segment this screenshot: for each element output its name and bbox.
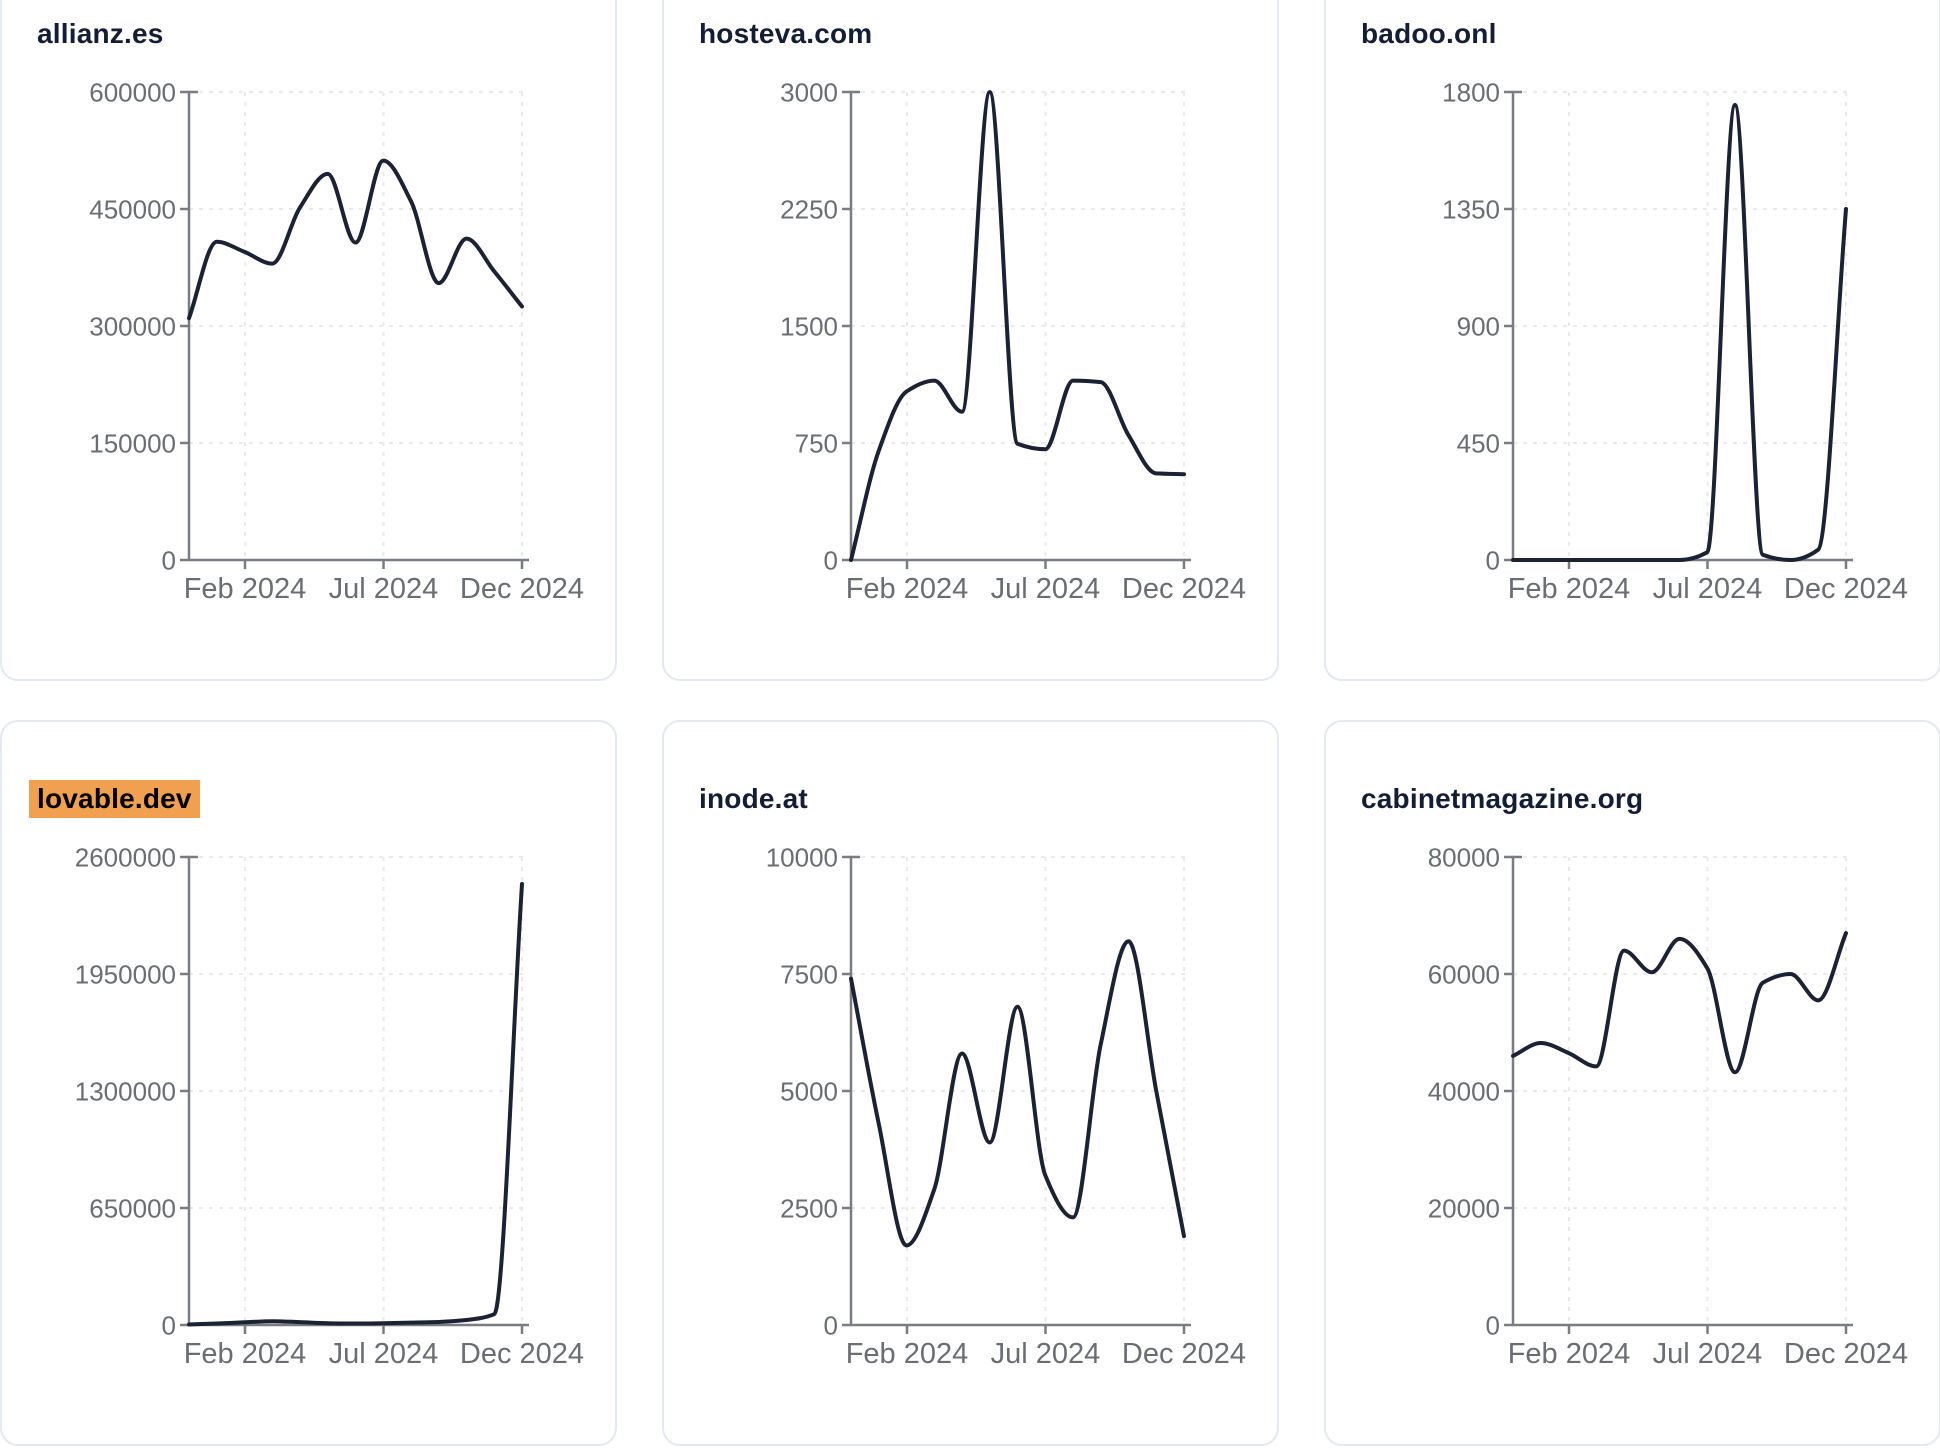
y-tick-label: 600000 — [89, 77, 176, 107]
card-title-row: cabinetmagazine.org — [1361, 778, 1915, 820]
y-tick-label: 1500 — [780, 311, 838, 341]
y-tick-label: 60000 — [1428, 959, 1500, 989]
chart-title: allianz.es — [37, 18, 164, 49]
x-tick-label: Feb 2024 — [184, 573, 307, 605]
y-tick-label: 650000 — [89, 1193, 176, 1223]
card-title-row: badoo.onl — [1361, 13, 1915, 55]
trend-line — [187, 158, 524, 321]
x-tick-label: Feb 2024 — [846, 1338, 969, 1370]
line-chart-svg: 0 20000 40000 60000 80000 Feb 2024 Jul 2024 Dec… — [1428, 842, 1908, 1370]
y-tick-label: 0 — [1486, 1310, 1500, 1340]
line-chart-canvas: 0 750 1500 2250 3000 Feb 2024 Jul 2024 Dec 2024 — [664, 68, 1277, 653]
x-tick-label: Dec 2024 — [1784, 1338, 1908, 1370]
y-tick-label: 0 — [1486, 545, 1500, 575]
chart-card-allianz-es[interactable]: allianz.es 0 150000 300000 450000 600000 Feb … — [0, 0, 617, 681]
chart-card-hosteva-com[interactable]: hosteva.com 0 750 1500 2250 3000 Feb 2024 Jul … — [662, 0, 1279, 681]
y-tick-label: 0 — [824, 545, 838, 575]
x-tick-label: Jul 2024 — [1653, 1338, 1763, 1370]
trend-line — [1511, 103, 1848, 562]
x-tick-label: Dec 2024 — [1784, 573, 1908, 605]
line-chart-svg: 0 650000 1300000 1950000 2600000 Feb 2024 Jul … — [75, 842, 584, 1370]
x-tick-label: Jul 2024 — [329, 573, 439, 605]
y-tick-label: 1350 — [1442, 194, 1500, 224]
x-tick-label: Jul 2024 — [329, 1338, 439, 1370]
card-title-row: inode.at — [699, 778, 1253, 820]
x-tick-label: Jul 2024 — [991, 1338, 1101, 1370]
line-chart-svg: 0 2500 5000 7500 10000 Feb 2024 Jul 2024 Dec 20… — [766, 842, 1246, 1370]
x-tick-label: Dec 2024 — [1122, 1338, 1246, 1370]
x-tick-label: Jul 2024 — [1653, 573, 1763, 605]
line-chart-canvas: 0 2500 5000 7500 10000 Feb 2024 Jul 2024 Dec 20… — [664, 833, 1277, 1418]
y-tick-label: 450 — [1457, 428, 1500, 458]
line-chart-canvas: 0 150000 300000 450000 600000 Feb 2024 Jul 202… — [2, 68, 615, 653]
trend-line — [1511, 931, 1848, 1075]
y-tick-label: 1800 — [1442, 77, 1500, 107]
chart-card-inode-at[interactable]: inode.at 0 2500 5000 7500 10000 Feb 2024 Jul 2… — [662, 720, 1279, 1446]
y-tick-label: 5000 — [780, 1076, 838, 1106]
y-tick-label: 7500 — [780, 959, 838, 989]
x-tick-label: Dec 2024 — [460, 573, 584, 605]
chart-title: inode.at — [699, 783, 808, 814]
card-title-row: hosteva.com — [699, 13, 1253, 55]
y-tick-label: 3000 — [780, 77, 838, 107]
x-tick-label: Feb 2024 — [1508, 573, 1631, 605]
y-tick-label: 10000 — [766, 842, 838, 872]
x-tick-label: Dec 2024 — [1122, 573, 1246, 605]
line-chart-svg: 0 750 1500 2250 3000 Feb 2024 Jul 2024 Dec 2024 — [780, 77, 1246, 605]
card-title-row: lovable.dev — [29, 778, 591, 820]
chart-card-lovable-dev[interactable]: lovable.dev 0 650000 1300000 1950000 2600000… — [0, 720, 617, 1446]
y-tick-label: 0 — [162, 1310, 176, 1340]
y-tick-label: 150000 — [89, 428, 176, 458]
x-tick-label: Feb 2024 — [846, 573, 969, 605]
y-tick-label: 750 — [795, 428, 838, 458]
chart-card-badoo-onl[interactable]: badoo.onl 0 450 900 1350 1800 Feb 2024 Jul 202… — [1324, 0, 1940, 681]
y-tick-label: 40000 — [1428, 1076, 1500, 1106]
line-chart-canvas: 0 450 900 1350 1800 Feb 2024 Jul 2024 Dec 2024 — [1326, 68, 1939, 653]
y-tick-label: 450000 — [89, 194, 176, 224]
y-tick-label: 900 — [1457, 311, 1500, 341]
line-chart-canvas: 0 650000 1300000 1950000 2600000 Feb 2024 Jul … — [2, 833, 615, 1418]
card-title-row: allianz.es — [37, 13, 591, 55]
x-tick-label: Feb 2024 — [1508, 1338, 1631, 1370]
line-chart-canvas: 0 20000 40000 60000 80000 Feb 2024 Jul 2024 Dec… — [1326, 833, 1939, 1418]
y-tick-label: 20000 — [1428, 1193, 1500, 1223]
chart-title: hosteva.com — [699, 18, 873, 49]
y-tick-label: 0 — [824, 1310, 838, 1340]
x-tick-label: Dec 2024 — [460, 1338, 584, 1370]
y-tick-label: 0 — [162, 545, 176, 575]
y-tick-label: 1300000 — [75, 1076, 176, 1106]
chart-title-highlighted: lovable.dev — [29, 780, 200, 818]
y-tick-label: 2600000 — [75, 842, 176, 872]
line-chart-svg: 0 450 900 1350 1800 Feb 2024 Jul 2024 Dec 2024 — [1442, 77, 1908, 605]
y-tick-label: 1950000 — [75, 959, 176, 989]
chart-card-cabinetmagazine-org[interactable]: cabinetmagazine.org 0 20000 40000 60000 8000… — [1324, 720, 1940, 1446]
trend-line — [849, 939, 1186, 1248]
y-tick-label: 2250 — [780, 194, 838, 224]
x-tick-label: Jul 2024 — [991, 573, 1101, 605]
trend-line — [187, 882, 524, 1327]
y-tick-label: 300000 — [89, 311, 176, 341]
y-tick-label: 80000 — [1428, 842, 1500, 872]
chart-title: badoo.onl — [1361, 18, 1497, 49]
x-tick-label: Feb 2024 — [184, 1338, 307, 1370]
chart-title: cabinetmagazine.org — [1361, 783, 1644, 814]
line-chart-svg: 0 150000 300000 450000 600000 Feb 2024 Jul 202… — [89, 77, 584, 605]
trend-line — [849, 90, 1186, 562]
y-tick-label: 2500 — [780, 1193, 838, 1223]
